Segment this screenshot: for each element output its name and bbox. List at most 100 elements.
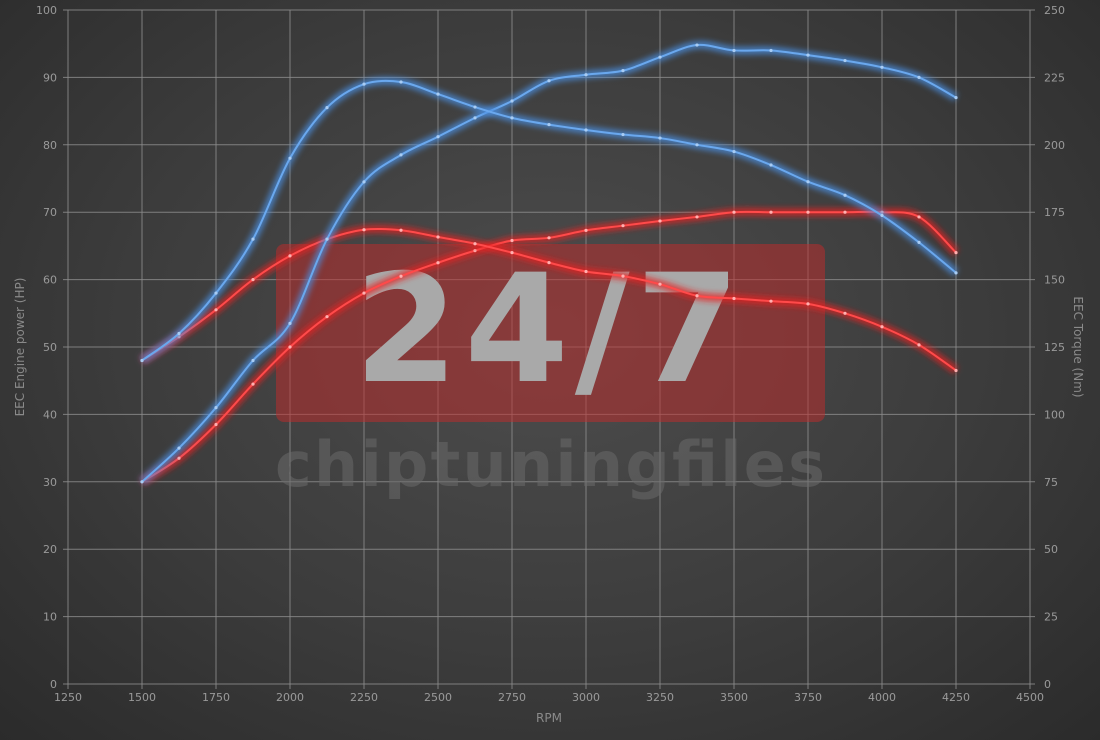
data-point bbox=[658, 136, 662, 140]
y-right-tick-label: 25 bbox=[1044, 611, 1058, 624]
data-point bbox=[288, 254, 292, 258]
y-axis-right-label: EEC Torque (Nm) bbox=[1071, 296, 1085, 397]
data-point bbox=[399, 80, 403, 84]
data-point bbox=[658, 219, 662, 223]
data-point bbox=[769, 163, 773, 167]
x-tick-label: 2500 bbox=[424, 691, 452, 704]
data-point bbox=[806, 210, 810, 214]
data-point bbox=[547, 261, 551, 265]
data-point bbox=[621, 224, 625, 228]
data-point bbox=[695, 143, 699, 147]
data-point bbox=[547, 122, 551, 127]
data-point bbox=[621, 69, 625, 73]
y-left-tick-label: 70 bbox=[43, 206, 57, 219]
data-point bbox=[251, 237, 255, 241]
data-point bbox=[658, 282, 662, 286]
data-point bbox=[584, 228, 588, 232]
data-point bbox=[436, 92, 440, 96]
data-point bbox=[362, 180, 366, 184]
y-left-tick-label: 10 bbox=[43, 611, 57, 624]
y-right-tick-label: 175 bbox=[1044, 206, 1065, 219]
data-point bbox=[732, 296, 736, 301]
data-point bbox=[843, 193, 847, 197]
data-point bbox=[917, 75, 921, 79]
data-point bbox=[214, 308, 218, 312]
y-left-tick-label: 60 bbox=[43, 274, 57, 287]
data-point bbox=[399, 228, 403, 232]
data-point bbox=[473, 105, 477, 109]
data-point bbox=[399, 274, 403, 278]
data-point bbox=[436, 261, 440, 265]
y-left-tick-label: 90 bbox=[43, 71, 57, 84]
data-point bbox=[621, 274, 625, 278]
data-point bbox=[510, 251, 514, 255]
data-point bbox=[954, 271, 958, 275]
series-lines bbox=[139, 40, 959, 486]
data-point bbox=[584, 128, 588, 132]
x-tick-label: 3250 bbox=[646, 691, 674, 704]
y-right-tick-label: 100 bbox=[1044, 408, 1065, 421]
data-point bbox=[806, 53, 810, 57]
data-point bbox=[177, 446, 181, 450]
data-point bbox=[510, 99, 514, 103]
x-tick-label: 4500 bbox=[1016, 691, 1044, 704]
data-point bbox=[251, 278, 255, 282]
data-point bbox=[362, 228, 366, 232]
series-line bbox=[141, 43, 957, 483]
data-point bbox=[695, 43, 699, 47]
x-tick-label: 1500 bbox=[128, 691, 156, 704]
y-axis-left-label: EEC Engine power (HP) bbox=[13, 278, 27, 417]
y-right-tick-label: 75 bbox=[1044, 476, 1058, 489]
data-point bbox=[621, 132, 625, 137]
y-left-tick-label: 30 bbox=[43, 476, 57, 489]
data-point bbox=[473, 249, 477, 253]
data-point bbox=[658, 55, 662, 59]
x-tick-label: 2750 bbox=[498, 691, 526, 704]
data-point bbox=[547, 236, 551, 240]
data-point bbox=[584, 73, 588, 77]
x-tick-label: 1250 bbox=[54, 691, 82, 704]
data-point bbox=[510, 238, 514, 243]
x-tick-label: 4250 bbox=[942, 691, 970, 704]
data-point bbox=[732, 210, 736, 214]
y-right-tick-label: 225 bbox=[1044, 71, 1065, 84]
y-left-tick-label: 80 bbox=[43, 139, 57, 152]
x-tick-label: 3000 bbox=[572, 691, 600, 704]
series-2-power bbox=[139, 40, 958, 485]
series-line bbox=[141, 79, 957, 362]
data-point bbox=[769, 210, 773, 214]
data-point bbox=[732, 48, 736, 53]
data-point bbox=[214, 406, 218, 410]
data-point bbox=[436, 235, 440, 239]
series-0-power bbox=[139, 207, 959, 486]
y-left-tick-label: 20 bbox=[43, 543, 57, 556]
y-left-tick-label: 50 bbox=[43, 341, 57, 354]
data-point bbox=[695, 294, 699, 298]
data-point bbox=[917, 215, 921, 219]
data-point bbox=[843, 311, 847, 315]
data-point bbox=[769, 299, 773, 303]
y-right-tick-label: 125 bbox=[1044, 341, 1065, 354]
data-point bbox=[843, 210, 847, 214]
data-point bbox=[880, 213, 884, 218]
data-point bbox=[880, 325, 884, 329]
data-point bbox=[214, 291, 218, 295]
y-right-tick-label: 200 bbox=[1044, 139, 1065, 152]
data-point bbox=[473, 242, 477, 246]
data-point bbox=[547, 79, 551, 83]
data-point bbox=[806, 180, 810, 184]
watermark: 24/7 chiptuningfiles bbox=[275, 243, 825, 501]
data-point bbox=[325, 315, 329, 319]
data-point bbox=[362, 291, 366, 295]
x-tick-label: 3750 bbox=[794, 691, 822, 704]
data-point bbox=[954, 96, 958, 100]
y-right-tick-label: 50 bbox=[1044, 543, 1058, 556]
data-point bbox=[584, 269, 588, 274]
data-point bbox=[695, 215, 699, 219]
x-axis-label: RPM bbox=[536, 711, 562, 725]
data-point bbox=[325, 237, 329, 241]
y-left-tick-label: 40 bbox=[43, 408, 57, 421]
x-tick-label: 2000 bbox=[276, 691, 304, 704]
data-point bbox=[399, 153, 403, 157]
